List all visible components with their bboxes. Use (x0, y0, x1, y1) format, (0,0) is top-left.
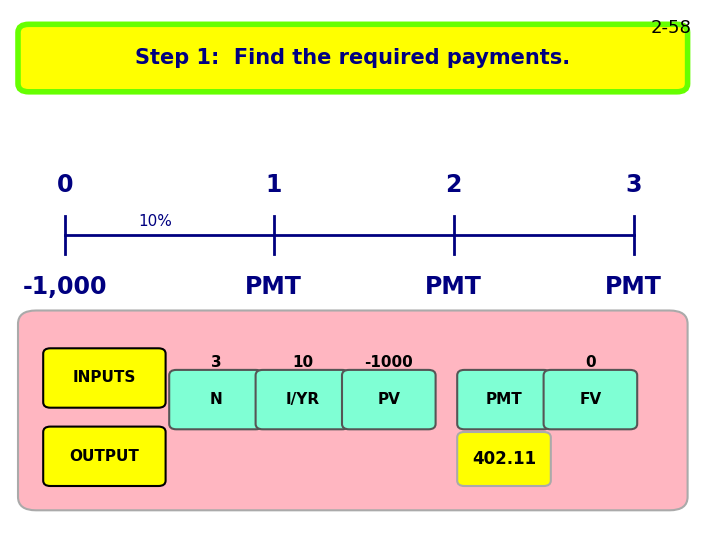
FancyBboxPatch shape (457, 432, 551, 486)
FancyBboxPatch shape (342, 370, 436, 429)
Text: N: N (210, 392, 222, 407)
Text: 3: 3 (626, 173, 642, 197)
Text: 2-58: 2-58 (650, 19, 691, 37)
Text: PV: PV (377, 392, 400, 407)
Text: 2: 2 (446, 173, 462, 197)
FancyBboxPatch shape (43, 427, 166, 486)
Text: -1000: -1000 (364, 355, 413, 370)
FancyBboxPatch shape (256, 370, 349, 429)
Text: 0: 0 (585, 355, 595, 370)
Text: INPUTS: INPUTS (73, 370, 136, 386)
Text: -1,000: -1,000 (22, 275, 107, 299)
Text: 10: 10 (292, 355, 313, 370)
Text: 3: 3 (211, 355, 221, 370)
Text: 1: 1 (266, 173, 282, 197)
FancyBboxPatch shape (457, 370, 551, 429)
FancyBboxPatch shape (43, 348, 166, 408)
Text: 0: 0 (57, 173, 73, 197)
Text: PMT: PMT (246, 275, 302, 299)
Text: 402.11: 402.11 (472, 450, 536, 468)
Text: PMT: PMT (606, 275, 662, 299)
Text: PMT: PMT (485, 392, 523, 407)
FancyBboxPatch shape (169, 370, 263, 429)
Text: FV: FV (580, 392, 601, 407)
FancyBboxPatch shape (18, 24, 688, 92)
Text: OUTPUT: OUTPUT (69, 449, 140, 464)
Text: 10%: 10% (138, 214, 172, 230)
Text: Step 1:  Find the required payments.: Step 1: Find the required payments. (135, 48, 570, 68)
Text: I/YR: I/YR (285, 392, 320, 407)
FancyBboxPatch shape (18, 310, 688, 510)
Text: PMT: PMT (426, 275, 482, 299)
FancyBboxPatch shape (544, 370, 637, 429)
